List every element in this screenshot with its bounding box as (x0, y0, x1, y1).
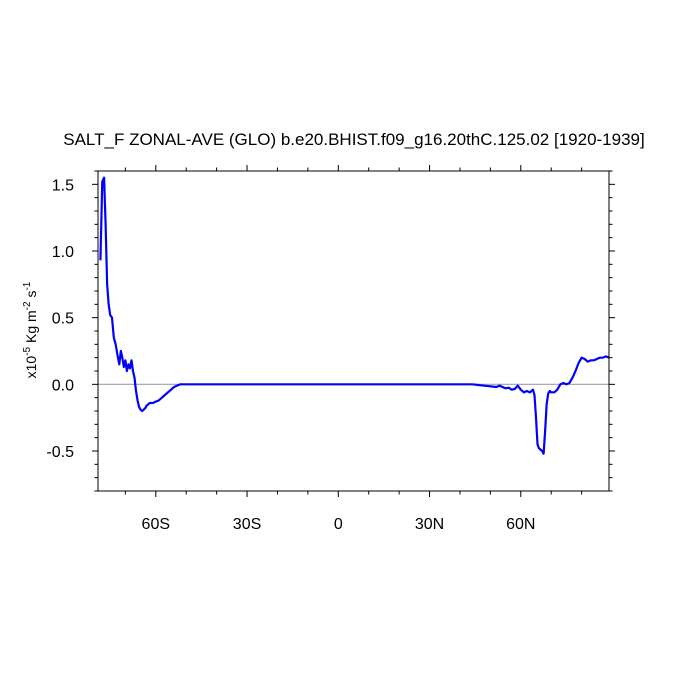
y-axis-label-prefix: x10 (23, 356, 39, 379)
y-tick-label: 0.5 (52, 311, 74, 328)
x-tick-label: 30N (415, 516, 444, 533)
x-tick-label: 60S (142, 516, 170, 533)
y-axis-label-exp3: -1 (22, 281, 33, 290)
y-axis-label-mid: Kg m (23, 310, 39, 347)
plot-frame (97, 170, 610, 492)
chart-title: SALT_F ZONAL-AVE (GLO) b.e20.BHIST.f09_g… (63, 130, 644, 149)
series-line-0 (99, 176, 610, 455)
x-tick-label: 60N (506, 516, 535, 533)
y-tick-label: 0.0 (52, 377, 74, 394)
y-tick-label: 1.5 (52, 177, 74, 194)
y-tick-label: -0.5 (46, 444, 74, 461)
x-tick-label: 0 (334, 516, 343, 533)
y-axis-label-exp2: -2 (22, 301, 33, 310)
x-tick-label: 30S (233, 516, 261, 533)
y-axis-label: x10-5 Kg m-2 s-1 (22, 281, 39, 378)
y-axis-label-exp1: -5 (22, 346, 33, 355)
y-axis-label-mid2: s (23, 291, 39, 302)
y-tick-label: 1.0 (52, 244, 74, 261)
